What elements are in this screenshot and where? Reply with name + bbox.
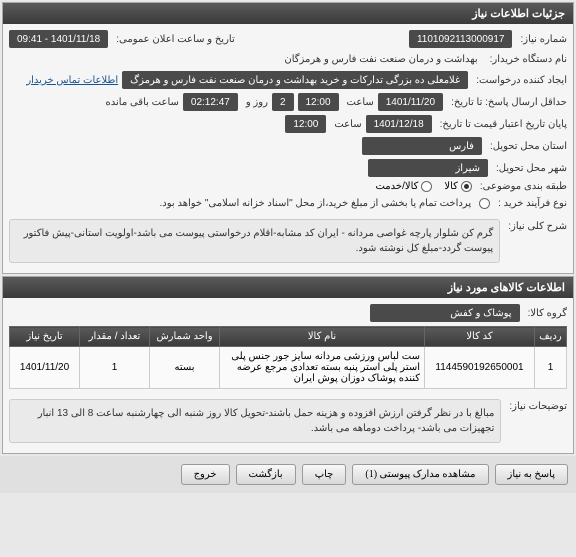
back-button[interactable]: بازگشت [236,464,296,485]
budget-option-1[interactable]: کالا/خدمت [375,181,432,192]
need-number-value: 1101092113000917 [409,30,513,48]
budget-label: طبقه بندی موضوعی: [476,181,567,192]
exit-button[interactable]: خروج [181,464,230,485]
items-table: ردیف کد کالا نام کالا واحد شمارش تعداد /… [9,326,567,389]
items-panel: اطلاعات کالاهای مورد نیاز گروه کالا: پوش… [2,276,574,454]
th-idx: ردیف [535,327,567,347]
buyer-value: بهداشت و درمان صنعت نفت فارس و هرمزگان [280,52,481,67]
city-value: شیراز [368,159,488,177]
process-label: نوع فرآیند خرید : [494,198,567,209]
th-name: نام کالا [220,327,425,347]
radio-icon [421,181,432,192]
announce-date-value: 1401/11/18 - 09:41 [9,30,108,48]
budget-radio-group: کالا کالا/خدمت [375,181,471,192]
print-button[interactable]: چاپ [302,464,347,485]
city-label: شهر محل تحویل: [492,163,567,174]
deadline-time-label: ساعت [343,97,374,108]
cell-date: 1401/11/20 [10,347,80,389]
validity-label: پایان تاریخ اعتبار قیمت تا تاریخ: [436,119,567,130]
info-panel: جزئیات اطلاعات نیاز شماره نیاز: 11010921… [2,2,574,274]
info-panel-title: جزئیات اطلاعات نیاز [3,3,573,24]
deadline-date: 1401/11/20 [378,93,443,111]
buyer-label: نام دستگاه خریدار: [486,54,567,65]
validity-time-label: ساعت [330,119,361,130]
th-date: تاریخ نیاز [10,327,80,347]
contact-link[interactable]: اطلاعات تماس خریدار [26,75,118,86]
deadline-days: 2 [272,93,294,111]
th-unit: واحد شمارش [150,327,220,347]
table-header-row: ردیف کد کالا نام کالا واحد شمارش تعداد /… [10,327,567,347]
deadline-time: 12:00 [298,93,339,111]
cell-qty: 1 [80,347,150,389]
goods-group-label: گروه کالا: [524,308,567,319]
creator-label: ایجاد کننده درخواست: [472,75,567,86]
goods-group-value: پوشاک و کفش [370,304,520,322]
button-bar: پاسخ به نیاز مشاهده مدارک پیوستی (1) چاپ… [0,456,576,493]
validity-date: 1401/12/18 [366,115,432,133]
deadline-remaining: ساعت باقی مانده [102,97,179,108]
deadline-label: حداقل ارسال پاسخ: تا تاریخ: [447,97,567,108]
process-note: پرداخت تمام یا بخشی از مبلغ خرید،از محل … [156,196,476,211]
radio-icon [479,198,490,209]
cell-name: ست لباس ورزشی مردانه سایز جور جنس پلی اس… [220,347,425,389]
cell-idx: 1 [535,347,567,389]
budget-option-0[interactable]: کالا [444,181,472,192]
th-code: کد کالا [425,327,535,347]
need-number-label: شماره نیاز: [516,34,567,45]
items-panel-title: اطلاعات کالاهای مورد نیاز [3,277,573,298]
radio-icon [461,181,472,192]
deadline-countdown: 02:12:47 [183,93,238,111]
cell-unit: بسته [150,347,220,389]
deadline-days-label: روز و [242,97,268,108]
notes-text: مبالغ با در نظر گرفتن ارزش افزوده و هزین… [9,399,501,443]
creator-value: غلامعلی ده بزرگی تدارکات و خرید بهداشت و… [122,71,468,89]
province-label: استان محل تحویل: [486,141,567,152]
validity-time: 12:00 [285,115,326,133]
budget-option-0-label: کالا [444,181,458,192]
budget-option-1-label: کالا/خدمت [375,181,418,192]
cell-code: 1144590192650001 [425,347,535,389]
province-value: فارس [362,137,482,155]
process-option[interactable] [479,198,490,209]
announce-date-label: تاریخ و ساعت اعلان عمومی: [112,34,235,45]
table-row: 1 1144590192650001 ست لباس ورزشی مردانه … [10,347,567,389]
th-qty: تعداد / مقدار [80,327,150,347]
reply-button[interactable]: پاسخ به نیاز [495,464,569,485]
attachments-button[interactable]: مشاهده مدارک پیوستی (1) [352,464,488,485]
need-desc-label: شرح کلی نیاز: [504,215,567,232]
need-desc-text: گرم کن شلوار پارچه غواصی مردانه - ایران … [9,219,500,263]
notes-label: توضیحات نیاز: [505,395,567,412]
process-radio-group [479,198,490,209]
